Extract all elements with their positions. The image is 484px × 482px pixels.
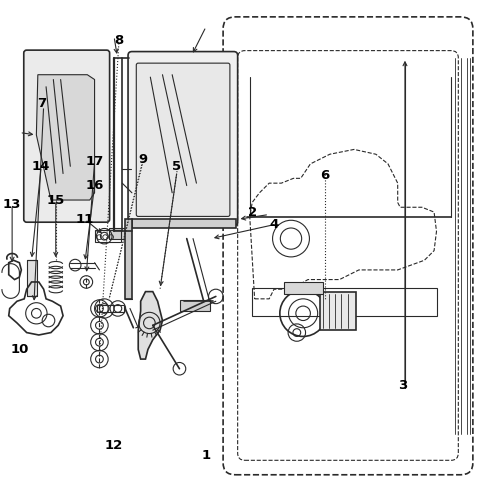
FancyBboxPatch shape xyxy=(128,52,237,226)
Bar xyxy=(319,292,356,330)
Text: 3: 3 xyxy=(397,379,407,392)
Bar xyxy=(109,228,128,239)
Text: 5: 5 xyxy=(172,160,181,173)
Text: 14: 14 xyxy=(32,160,50,173)
Text: 10: 10 xyxy=(10,343,29,356)
Text: 15: 15 xyxy=(46,194,65,206)
Text: 2: 2 xyxy=(247,206,256,218)
Text: 17: 17 xyxy=(85,155,104,168)
Bar xyxy=(132,219,236,228)
Text: 11: 11 xyxy=(76,213,94,226)
Text: 16: 16 xyxy=(85,179,104,192)
Text: 7: 7 xyxy=(37,97,45,110)
Bar xyxy=(27,260,37,296)
Polygon shape xyxy=(138,292,162,359)
Bar xyxy=(94,230,121,242)
Bar xyxy=(125,219,132,299)
Text: 4: 4 xyxy=(269,218,278,230)
Text: 9: 9 xyxy=(138,153,147,165)
Bar xyxy=(97,305,123,312)
Bar xyxy=(180,300,209,311)
Text: 6: 6 xyxy=(319,170,329,182)
Text: 8: 8 xyxy=(114,35,123,47)
Text: 13: 13 xyxy=(3,199,21,211)
Text: 12: 12 xyxy=(105,440,123,452)
Bar xyxy=(252,288,436,316)
Text: 1: 1 xyxy=(201,449,210,462)
Polygon shape xyxy=(36,75,94,200)
Bar xyxy=(283,282,322,294)
FancyBboxPatch shape xyxy=(24,50,109,222)
FancyBboxPatch shape xyxy=(136,63,229,216)
